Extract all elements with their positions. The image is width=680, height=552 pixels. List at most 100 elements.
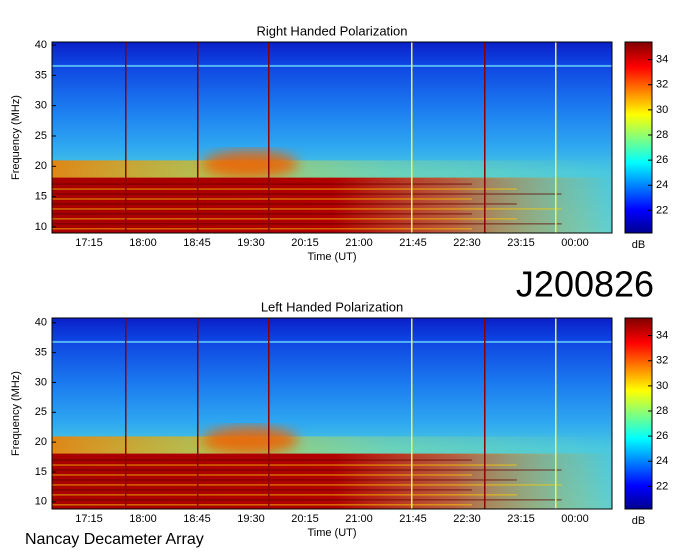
colorbar-tick-label: 32 (656, 79, 668, 91)
colorbar-tick-label: 28 (656, 405, 668, 417)
colorbar (624, 41, 653, 234)
colorbar-tick-label: 24 (656, 179, 668, 191)
panel-title: Right Handed Polarization (256, 23, 407, 38)
x-tick-label: 18:00 (129, 513, 157, 525)
x-tick-label: 17:15 (75, 237, 103, 249)
stripe (52, 474, 472, 476)
x-tick-label: 18:00 (129, 237, 157, 249)
vertical-line (484, 42, 486, 233)
x-label: Time (UT) (307, 251, 356, 263)
colorbar-tick-label: 30 (656, 104, 668, 116)
y-tick-label: 40 (35, 317, 47, 329)
stripe (52, 228, 472, 230)
panel-title: Left Handed Polarization (261, 299, 403, 314)
x-tick-label: 17:15 (75, 513, 103, 525)
stripe (52, 499, 562, 501)
y-tick-label: 25 (35, 406, 47, 418)
y-tick-label: 15 (35, 466, 47, 478)
y-tick-label: 30 (35, 376, 47, 388)
band (52, 340, 612, 343)
vertical-line (125, 42, 127, 233)
spectrogram (52, 42, 612, 233)
y-label: Frequency (MHz) (10, 95, 22, 180)
hot-band (52, 177, 612, 233)
x-tick-label: 20:15 (291, 513, 319, 525)
colorbar-tick-label: 22 (656, 480, 668, 492)
x-tick-label: 21:45 (399, 237, 427, 249)
colorbar-tick-label: 26 (656, 430, 668, 442)
warm-band (52, 436, 612, 456)
y-tick-label: 15 (35, 191, 47, 203)
stripe (52, 223, 562, 225)
x-tick-label: 22:30 (453, 513, 481, 525)
x-tick-label: 21:00 (345, 513, 373, 525)
stripe (52, 188, 517, 190)
frame (51, 317, 613, 510)
x-tick-label: 19:30 (237, 513, 265, 525)
vertical-line (411, 42, 413, 233)
stripe (52, 459, 472, 461)
stripe (52, 489, 472, 491)
x-tick-label: 00:00 (561, 513, 589, 525)
y-tick-label: 20 (35, 436, 47, 448)
band (52, 64, 612, 67)
stripe (52, 494, 517, 496)
y-tick-label: 10 (35, 221, 47, 233)
x-tick-label: 23:15 (507, 237, 535, 249)
y-tick-label: 35 (35, 69, 47, 81)
y-tick-label: 20 (35, 160, 47, 172)
y-tick-label: 25 (35, 130, 47, 142)
event-code: J200826 (516, 264, 654, 305)
colorbar-label: dB (632, 239, 645, 251)
y-tick-label: 30 (35, 100, 47, 112)
x-tick-label: 23:15 (507, 513, 535, 525)
vertical-line (197, 42, 199, 233)
vertical-line (484, 318, 486, 509)
x-label: Time (UT) (307, 527, 356, 539)
spectrogram (52, 318, 612, 509)
burst (202, 426, 298, 455)
y-tick-label: 10 (35, 496, 47, 508)
colorbar-tick-label: 22 (656, 204, 668, 216)
x-tick-label: 22:30 (453, 237, 481, 249)
colorbar-tick-label: 30 (656, 380, 668, 392)
vertical-line (125, 318, 127, 509)
x-tick-label: 21:00 (345, 237, 373, 249)
x-tick-label: 00:00 (561, 237, 589, 249)
stripe (52, 183, 472, 185)
x-tick-label: 18:45 (183, 513, 211, 525)
vertical-line (411, 318, 413, 509)
colorbar-tick-label: 24 (656, 455, 668, 467)
x-tick-label: 20:15 (291, 237, 319, 249)
vertical-line (555, 318, 557, 509)
colorbar-tick-label: 28 (656, 129, 668, 141)
colorbar-tick-label: 26 (656, 154, 668, 166)
stripe (52, 193, 562, 195)
vertical-line (268, 318, 270, 509)
colorbar-tick-label: 34 (656, 53, 668, 65)
credit: Nancay Decameter Array (25, 531, 204, 548)
colorbar-tick-label: 34 (656, 329, 668, 341)
burst (202, 150, 298, 179)
vertical-line (268, 42, 270, 233)
frame (51, 41, 613, 234)
stripe (52, 208, 562, 210)
x-tick-label: 19:30 (237, 237, 265, 249)
x-tick-label: 18:45 (183, 237, 211, 249)
vertical-line (555, 42, 557, 233)
y-tick-label: 35 (35, 347, 47, 359)
stripe (52, 479, 517, 481)
x-tick-label: 21:45 (399, 513, 427, 525)
colorbar-tick-label: 32 (656, 355, 668, 367)
stripe (52, 484, 562, 486)
stripe (52, 213, 472, 215)
warm-band (52, 160, 612, 180)
stripe (52, 504, 472, 506)
colorbar-label: dB (632, 515, 645, 527)
stripe (52, 218, 517, 220)
stripe (52, 469, 562, 471)
y-label: Frequency (MHz) (10, 371, 22, 456)
hot-band (52, 453, 612, 509)
stripe (52, 464, 517, 466)
